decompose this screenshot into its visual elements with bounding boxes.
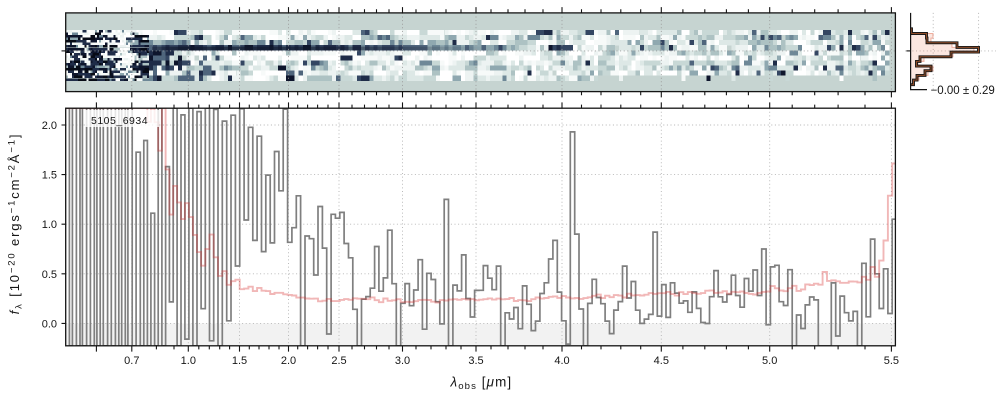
svg-text:4.5: 4.5: [654, 355, 669, 367]
svg-text:fλ [10−20 ergs−1cm−2Å−1]: fλ [10−20 ergs−1cm−2Å−1]: [6, 133, 24, 315]
svg-text:5.5: 5.5: [884, 355, 899, 367]
svg-text:5105_6934: 5105_6934: [91, 115, 148, 127]
svg-text:−0.00 ± 0.29: −0.00 ± 0.29: [931, 85, 995, 97]
svg-text:3.0: 3.0: [395, 355, 410, 367]
svg-text:1.0: 1.0: [181, 355, 196, 367]
svg-text:3.5: 3.5: [468, 355, 483, 367]
svg-text:1.5: 1.5: [232, 355, 247, 367]
svg-text:2.0: 2.0: [42, 120, 57, 132]
svg-text:5.0: 5.0: [762, 355, 777, 367]
svg-text:1.5: 1.5: [42, 170, 57, 182]
svg-text:2.5: 2.5: [331, 355, 346, 367]
svg-text:4.0: 4.0: [554, 355, 569, 367]
svg-text:0.5: 0.5: [42, 269, 57, 281]
svg-text:1.0: 1.0: [42, 219, 57, 231]
svg-text:2.0: 2.0: [281, 355, 296, 367]
svg-text:0.0: 0.0: [42, 318, 57, 330]
svg-text:0.7: 0.7: [124, 355, 139, 367]
svg-text:λobs [μm]: λobs [μm]: [450, 374, 513, 392]
